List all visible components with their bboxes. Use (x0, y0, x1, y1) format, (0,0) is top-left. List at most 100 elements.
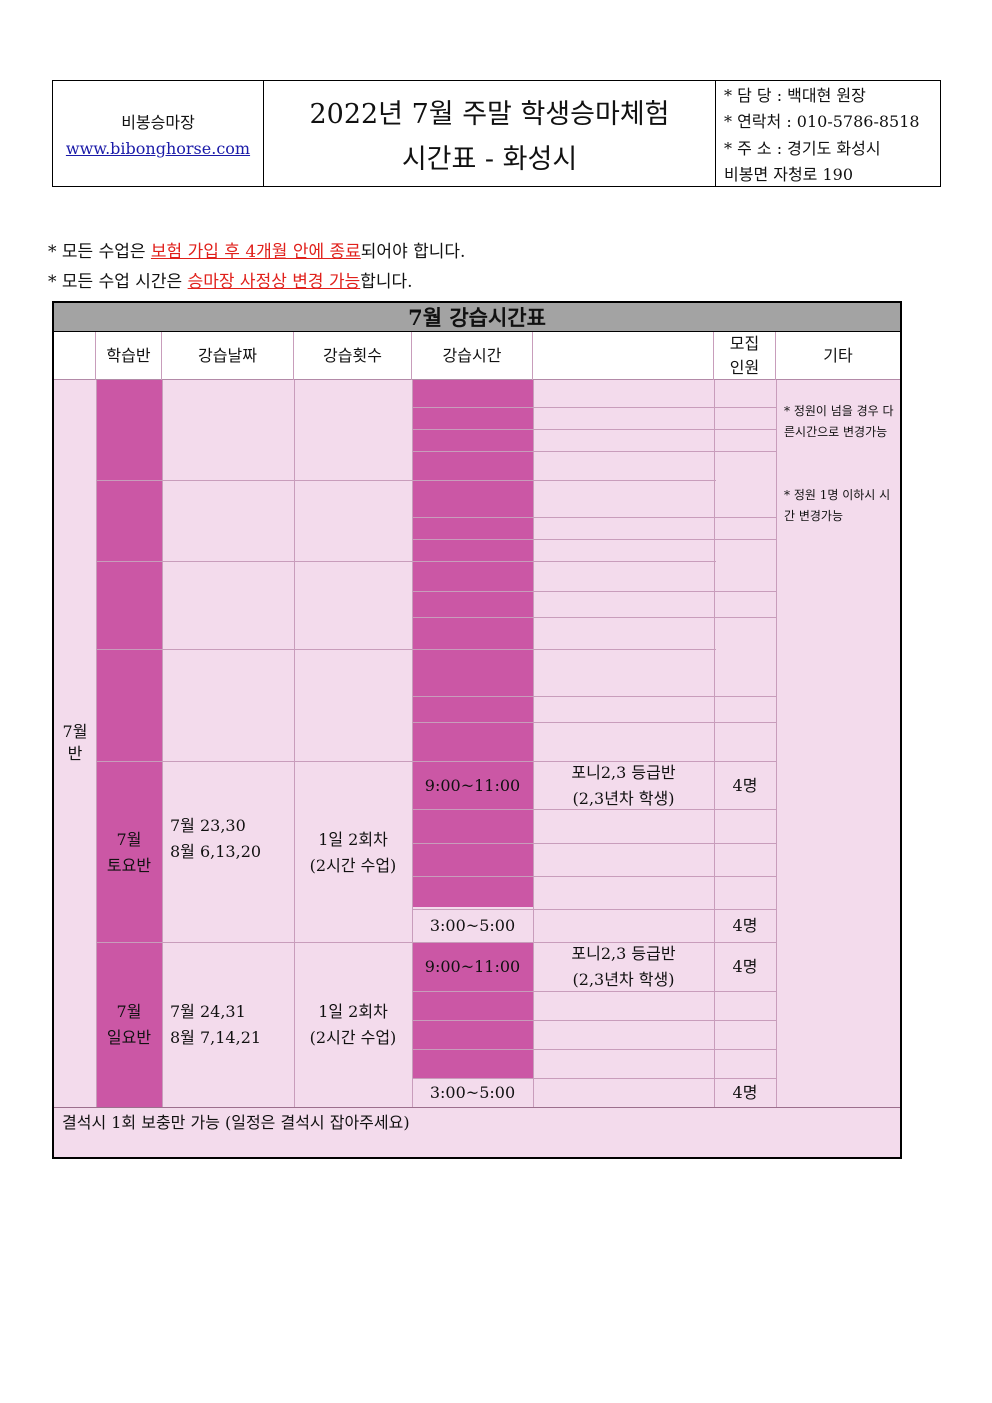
grid-line (96, 480, 716, 481)
org-block: 비봉승마장 www.bibonghorse.com (53, 81, 264, 186)
grid-line (412, 991, 776, 992)
grid-line (412, 809, 776, 810)
notice-text: 합니다. (360, 272, 413, 292)
grid-line (412, 451, 776, 452)
grid-line (714, 380, 715, 1107)
saturday-capacity-am: 4명 (732, 775, 758, 795)
contact-phone: * 연락처 : 010-5786-8518 (724, 112, 920, 132)
saturday-count: 1일 2회차 (2시간 수업) (294, 827, 412, 879)
saturday-level-line1: 포니2,3 등급반 (571, 762, 676, 782)
saturday-time-pm: 3:00~5:00 (429, 916, 516, 935)
org-name: 비봉승마장 (121, 113, 195, 132)
saturday-level-line2: (2,3년차 학생) (572, 788, 675, 808)
saturday-class: 7월 토요반 (96, 828, 162, 878)
sunday-time-am: 9:00~11:00 (424, 957, 521, 976)
etc-note-min-capacity: * 정원 1명 이하시 시간 변경가능 (784, 488, 891, 523)
grid-line (412, 429, 776, 430)
table-header-row: 학습반 강습날짜 강습횟수 강습시간 모집 인원 기타 (54, 332, 900, 380)
grid-line (96, 380, 97, 1107)
sunday-count-line1: 1일 2회차 (318, 1002, 388, 1021)
grid-line (533, 380, 534, 1107)
schedule-table: 7월 강습시간표 학습반 강습날짜 강습횟수 강습시간 모집 인원 기타 (52, 301, 902, 1159)
grid-line (412, 1049, 776, 1050)
month-label-line1: 7월 (62, 722, 88, 741)
saturday-count-line2: (2시간 수업) (309, 856, 397, 875)
website-link[interactable]: www.bibonghorse.com (65, 139, 251, 158)
grid-line (412, 617, 776, 618)
sunday-time-pm: 3:00~5:00 (429, 1083, 516, 1102)
saturday-dates: 7월 23,30 8월 6,13,20 (170, 813, 290, 865)
header-level (533, 332, 714, 380)
header-capacity: 모집 인원 (714, 332, 776, 380)
header-box: 비봉승마장 www.bibonghorse.com 2022년 7월 주말 학생… (52, 80, 941, 187)
grid-line (294, 380, 295, 1107)
notice-insurance: * 모든 수업은 보험 가입 후 4개월 안에 종료되어야 합니다. (48, 237, 465, 262)
grid-line (54, 1107, 900, 1108)
saturday-level: 포니2,3 등급반 (2,3년차 학생) (533, 762, 714, 809)
sunday-level-line2: (2,3년차 학생) (572, 970, 675, 989)
sunday-class: 7월 일요반 (96, 1000, 162, 1050)
notice-highlight: 보험 가입 후 4개월 안에 종료 (150, 242, 361, 262)
contact-block: * 담 당 : 백대현 원장 * 연락처 : 010-5786-8518 * 주… (716, 81, 940, 186)
grid-line (412, 517, 776, 518)
sunday-dates: 7월 24,31 8월 7,14,21 (170, 999, 290, 1051)
month-label-line2: 반 (67, 744, 83, 763)
header-count: 강습횟수 (294, 332, 412, 380)
grid-line (412, 380, 413, 1107)
grid-line (96, 942, 776, 943)
grid-line (412, 1078, 776, 1079)
header-date: 강습날짜 (162, 332, 294, 380)
sunday-class-line2: 일요반 (106, 1028, 152, 1047)
sunday-dates-line2: 8월 7,14,21 (170, 1028, 262, 1047)
grid-line (412, 843, 776, 844)
header-capacity-line2: 인원 (729, 358, 760, 377)
saturday-dates-line2: 8월 6,13,20 (170, 842, 262, 861)
header-capacity-line1: 모집 (729, 334, 760, 353)
grid-line (412, 909, 776, 910)
sunday-count: 1일 2회차 (2시간 수업) (294, 999, 412, 1051)
contact-manager: * 담 당 : 백대현 원장 (724, 86, 866, 106)
notice-highlight: 승마장 사정상 변경 가능 (187, 272, 361, 292)
table-title: 7월 강습시간표 (54, 303, 900, 332)
header-time: 강습시간 (412, 332, 533, 380)
grid-line (776, 380, 777, 1107)
grid-line (412, 876, 776, 877)
sunday-capacity-am: 4명 (732, 957, 758, 976)
grid-line (412, 722, 776, 723)
saturday-dates-line1: 7월 23,30 (170, 816, 246, 835)
notice-schedule-change: * 모든 수업 시간은 승마장 사정상 변경 가능합니다. (48, 267, 413, 292)
notice-text: * 모든 수업은 (48, 242, 151, 262)
sunday-level-line1: 포니2,3 등급반 (571, 944, 676, 963)
saturday-class-line1: 7월 (116, 830, 142, 849)
grid-line (96, 649, 716, 650)
grid-line (162, 380, 163, 1107)
page-title: 2022년 7월 주말 학생승마체험 (309, 98, 670, 130)
time-column-fill (412, 380, 533, 907)
title-block: 2022년 7월 주말 학생승마체험 시간표 - 화성시 (264, 81, 716, 186)
month-label: 7월 반 (54, 718, 96, 768)
class-column-fill (96, 380, 162, 1107)
page-subtitle: 시간표 - 화성시 (401, 143, 578, 175)
sunday-dates-line1: 7월 24,31 (170, 1002, 246, 1021)
notice-text: 되어야 합니다. (360, 242, 466, 262)
saturday-class-line2: 토요반 (106, 856, 152, 875)
sunday-level: 포니2,3 등급반 (2,3년차 학생) (533, 943, 714, 991)
sunday-capacity-pm: 4명 (732, 1083, 758, 1102)
grid-line (412, 1020, 776, 1021)
saturday-capacity-pm: 4명 (732, 916, 758, 935)
absence-note: 결석시 1회 보충만 가능 (일정은 결석시 잡아주세요) (62, 1113, 410, 1132)
saturday-time-am: 9:00~11:00 (424, 775, 521, 795)
grid-line (412, 591, 776, 592)
grid-line (96, 561, 716, 562)
contact-address: * 주 소 : 경기도 화성시 (724, 138, 881, 158)
grid-line (96, 761, 776, 762)
header-class: 학습반 (96, 332, 162, 380)
header-etc: 기타 (823, 346, 853, 365)
etc-note-over-capacity: * 정원이 넘을 경우 다른시간으로 변경가능 (784, 404, 894, 439)
grid-line (412, 696, 776, 697)
grid-line (412, 539, 776, 540)
saturday-count-line1: 1일 2회차 (318, 830, 388, 849)
contact-address-cont: 비봉면 자청로 190 (724, 164, 854, 184)
grid-line (412, 407, 776, 408)
sunday-count-line2: (2시간 수업) (309, 1028, 397, 1047)
